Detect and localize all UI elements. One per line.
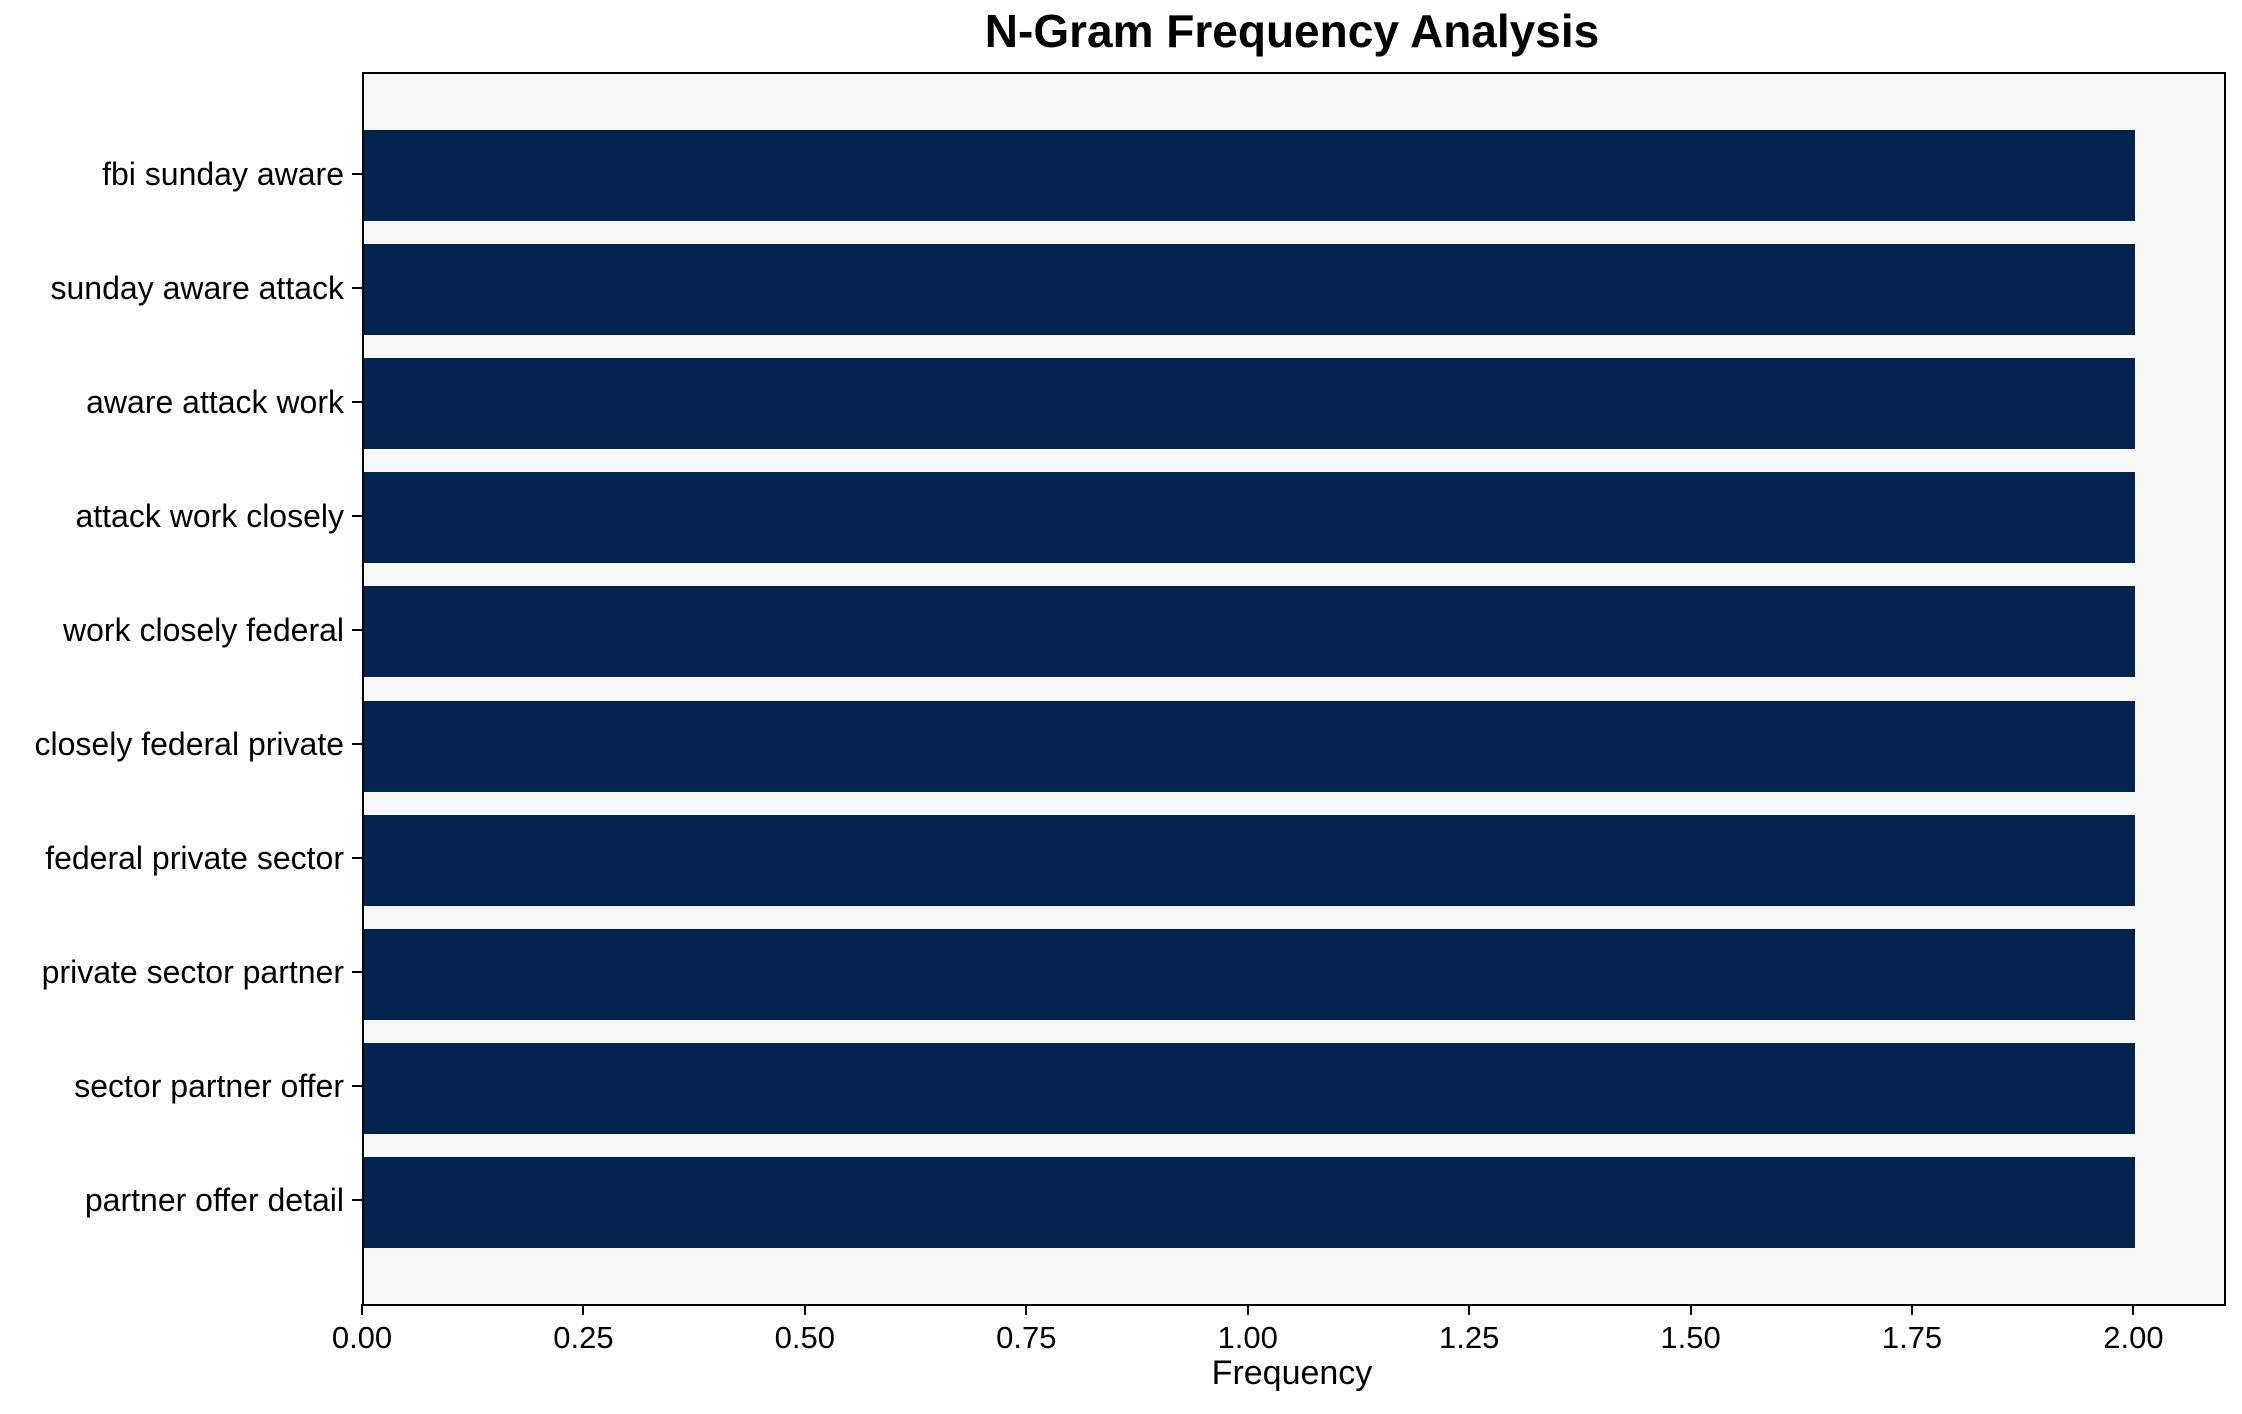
y-tick-label: partner offer detail (84, 1182, 344, 1219)
bar-work-closely-federal (364, 586, 2136, 678)
x-tick-label: 1.75 (1881, 1320, 1943, 1355)
x-tick-mark (1025, 1304, 1028, 1315)
y-tick-label: private sector partner (41, 954, 344, 991)
y-tick-mark (352, 1085, 362, 1088)
x-tick-label: 2.00 (2103, 1320, 2164, 1355)
bar-partner-offer-detail (364, 1156, 2136, 1248)
x-tick-mark (2132, 1304, 2135, 1315)
y-tick-mark (352, 628, 362, 631)
y-tick-mark (352, 857, 362, 860)
y-tick-mark (352, 286, 362, 289)
y-tick-label: attack work closely (75, 497, 344, 534)
y-tick-label: federal private sector (45, 840, 344, 877)
bar-private-sector-partner (364, 928, 2136, 1020)
x-tick-label: 1.50 (1660, 1320, 1721, 1355)
x-tick-label: 0.50 (774, 1320, 836, 1355)
y-tick-mark (352, 400, 362, 403)
x-tick-mark (803, 1304, 806, 1315)
x-tick-label: 0.25 (553, 1320, 614, 1355)
x-tick-mark (1911, 1304, 1913, 1315)
y-tick-mark (352, 971, 362, 974)
x-tick-label: 1.25 (1438, 1320, 1500, 1355)
y-tick-label: work closely federal (63, 611, 344, 648)
bar-closely-federal-private (364, 700, 2136, 792)
x-tick-mark (361, 1304, 363, 1315)
bar-federal-private-sector (364, 814, 2136, 906)
y-tick-label: closely federal private (34, 726, 344, 763)
x-axis-title: Frequency (1211, 1354, 1373, 1392)
x-tick-mark (1246, 1304, 1249, 1315)
bar-attack-work-closely (364, 472, 2136, 564)
y-tick-mark (352, 743, 362, 746)
y-tick-mark (352, 514, 362, 517)
bar-aware-attack-work (364, 358, 2136, 450)
y-tick-mark (352, 172, 362, 175)
bar-sector-partner-offer (364, 1042, 2136, 1134)
x-tick-mark (582, 1304, 585, 1315)
x-tick-label: 0.75 (996, 1320, 1057, 1355)
y-tick-label: fbi sunday aware (102, 155, 344, 192)
chart-title: N-Gram Frequency Analysis (984, 5, 1600, 57)
y-tick-label: sector partner offer (74, 1068, 344, 1105)
y-tick-label: sunday aware attack (50, 269, 345, 306)
y-tick-label: aware attack work (86, 383, 344, 420)
bar-sunday-aware-attack (364, 244, 2136, 336)
x-tick-mark (1468, 1304, 1471, 1315)
x-tick-label: 0.00 (331, 1320, 393, 1355)
x-tick-label: 1.00 (1217, 1320, 1278, 1355)
plot-area (362, 72, 2226, 1306)
bar-fbi-sunday-aware (364, 130, 2136, 222)
x-tick-mark (1689, 1304, 1692, 1315)
y-tick-mark (352, 1199, 362, 1202)
